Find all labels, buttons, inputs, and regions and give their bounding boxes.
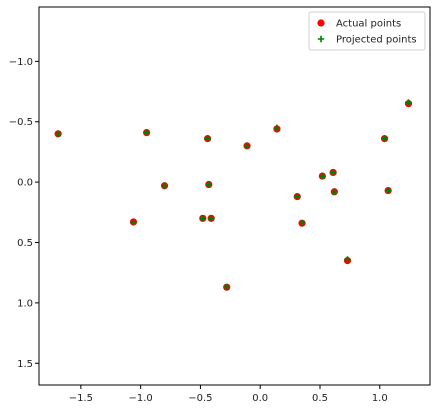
projected-point [384,187,392,194]
projected-point [143,129,150,136]
projected-point [54,130,62,138]
projected-point [319,172,326,180]
x-tick-label: 0.0 [252,393,268,404]
x-tick-label: −1.0 [128,393,152,404]
projected-point [298,219,306,227]
legend-projected-marker [317,35,325,43]
series-actual-points [54,100,413,291]
projected-point [405,99,412,106]
legend-label-actual: Actual points [336,19,401,30]
projected-point [331,188,338,195]
x-tick-label: −1.5 [69,393,93,404]
ticks-layer: −1.5 −1.0 −0.5 0.0 0.5 1.0 −1.0 −0.5 0.0 0.5 1.0 1.… [9,57,388,404]
projected-point [205,181,212,188]
y-tick-label: −1.0 [9,57,33,68]
projected-point [294,193,301,200]
projected-point [204,135,211,142]
projected-point [161,182,168,189]
projected-point [273,124,281,131]
y-tick-label: 1.0 [17,298,33,309]
x-tick-label: 0.5 [312,393,328,404]
projected-point [344,256,351,263]
legend-actual-marker [317,19,325,27]
x-tick-label: −0.5 [188,393,212,404]
projected-point [329,169,337,176]
legend: Actual points Projected points [308,11,426,51]
projected-point [199,215,207,222]
y-tick-label: 0.0 [17,178,33,189]
projected-point [130,218,137,226]
projected-point [243,142,251,150]
projected-point [381,135,388,142]
legend-label-projected: Projected points [336,35,417,46]
series-projected-points [54,99,412,291]
y-tick-label: 1.5 [17,359,33,370]
y-tick-label: −0.5 [9,117,33,128]
points-layer [54,99,413,291]
projected-point [207,215,215,222]
legend-box [308,11,426,51]
x-tick-label: 1.0 [372,393,388,404]
projected-point [223,283,230,291]
axes-frame [38,6,431,386]
y-tick-label: 0.5 [17,238,33,249]
